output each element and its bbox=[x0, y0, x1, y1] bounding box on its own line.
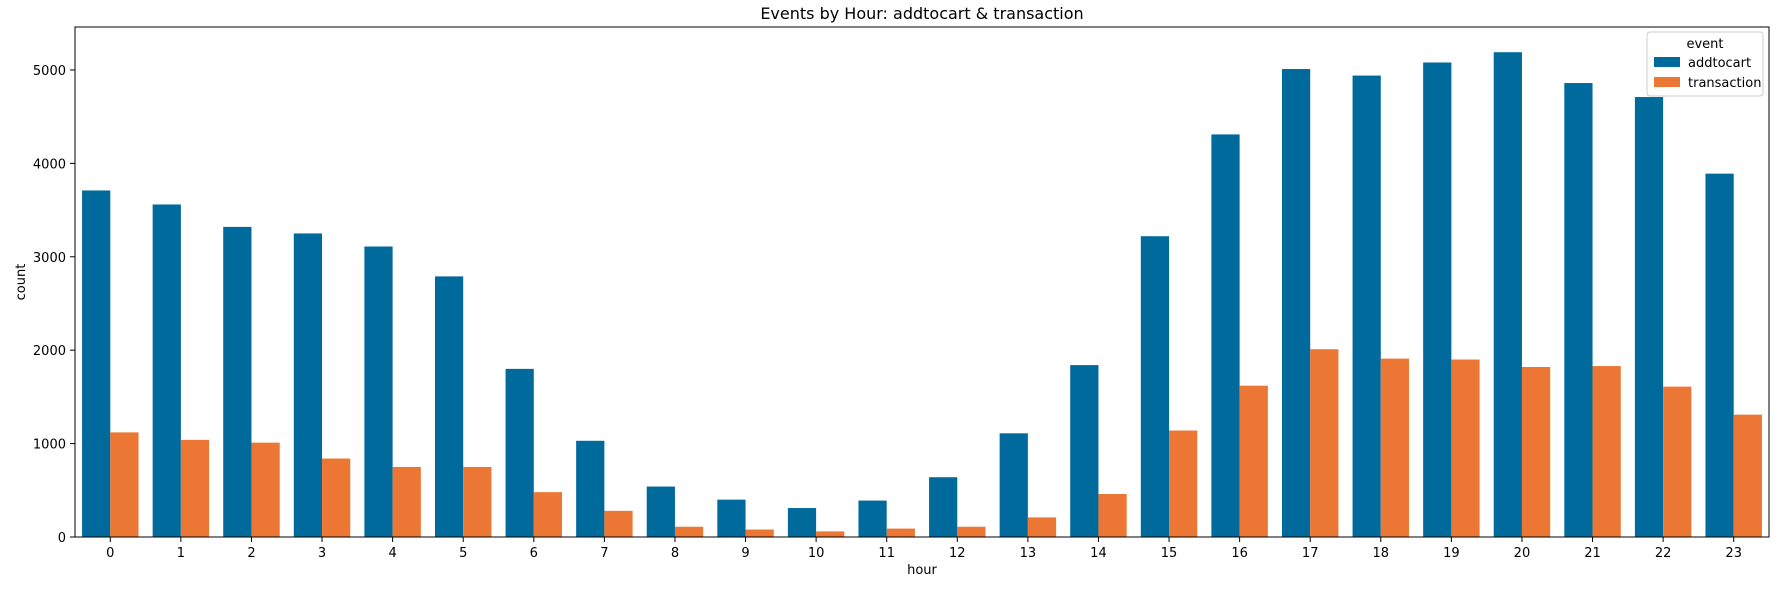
bar-transaction-hour-13 bbox=[1027, 517, 1057, 537]
x-tick-label: 22 bbox=[1655, 546, 1672, 561]
x-tick-label: 15 bbox=[1161, 546, 1178, 561]
x-axis: 0 1 2 3 4 5 6 7 8 9 10 11 12 13 14 15 16 17 18 19 20 21 22 23 bbox=[106, 537, 1742, 561]
x-tick-label: 2 bbox=[247, 546, 255, 561]
bar-transaction-hour-2 bbox=[251, 442, 280, 537]
bar-addtocart-hour-13 bbox=[999, 433, 1028, 537]
x-tick-label: 19 bbox=[1443, 546, 1460, 561]
bar-addtocart-hour-4 bbox=[364, 246, 393, 537]
bar-addtocart-hour-7 bbox=[576, 440, 605, 537]
bar-addtocart-hour-16 bbox=[1211, 134, 1240, 538]
bar-transaction-hour-18 bbox=[1380, 358, 1410, 537]
bar-addtocart-hour-17 bbox=[1281, 69, 1311, 537]
bar-addtocart-hour-5 bbox=[434, 276, 464, 537]
bar-addtocart-hour-20 bbox=[1493, 52, 1522, 537]
x-tick-label: 12 bbox=[949, 546, 966, 561]
x-tick-label: 6 bbox=[530, 546, 538, 561]
bar-addtocart-hour-1 bbox=[152, 204, 181, 537]
x-tick-label: 14 bbox=[1090, 546, 1107, 561]
bar-transaction-hour-7 bbox=[604, 510, 633, 537]
x-tick-label: 23 bbox=[1725, 546, 1742, 561]
bar-transaction-hour-5 bbox=[463, 466, 492, 537]
bar-addtocart-hour-23 bbox=[1705, 173, 1734, 537]
x-tick-label: 5 bbox=[459, 546, 467, 561]
bar-addtocart-hour-3 bbox=[293, 233, 323, 537]
bar-transaction-hour-12 bbox=[957, 526, 986, 537]
bar-transaction-hour-19 bbox=[1451, 359, 1480, 537]
bar-transaction-hour-21 bbox=[1592, 366, 1621, 537]
bar-addtocart-hour-21 bbox=[1564, 83, 1593, 537]
legend-label-addtocart: addtocart bbox=[1688, 56, 1751, 71]
y-tick-label: 5000 bbox=[33, 64, 66, 79]
legend-label-transaction: transaction bbox=[1688, 76, 1761, 91]
y-tick-label: 1000 bbox=[33, 438, 66, 453]
bar-transaction-hour-20 bbox=[1521, 367, 1551, 537]
x-axis-label: hour bbox=[907, 563, 937, 578]
y-tick-label: 2000 bbox=[33, 344, 66, 359]
x-tick-label: 1 bbox=[177, 546, 185, 561]
x-tick-label: 20 bbox=[1514, 546, 1531, 561]
bar-addtocart-hour-15 bbox=[1140, 236, 1170, 538]
x-tick-label: 13 bbox=[1020, 546, 1037, 561]
legend-swatch-addtocart bbox=[1654, 57, 1680, 67]
y-tick-label: 0 bbox=[58, 531, 66, 546]
x-tick-label: 10 bbox=[808, 546, 825, 561]
y-axis-label: count bbox=[14, 264, 29, 301]
bar-transaction-hour-17 bbox=[1310, 349, 1339, 537]
bar-addtocart-hour-2 bbox=[223, 226, 252, 537]
x-tick-label: 21 bbox=[1584, 546, 1601, 561]
bar-transaction-hour-16 bbox=[1239, 385, 1268, 537]
bar-addtocart-hour-14 bbox=[1070, 365, 1099, 537]
bar-addtocart-hour-10 bbox=[787, 508, 817, 537]
bar-transaction-hour-6 bbox=[533, 492, 563, 537]
bar-addtocart-hour-18 bbox=[1352, 75, 1381, 537]
bar-transaction-hour-15 bbox=[1169, 430, 1198, 537]
bar-addtocart-hour-8 bbox=[646, 486, 675, 537]
bar-transaction-hour-0 bbox=[110, 432, 139, 537]
bar-addtocart-hour-6 bbox=[505, 368, 534, 537]
y-tick-label: 4000 bbox=[33, 157, 66, 172]
x-tick-label: 9 bbox=[741, 546, 749, 561]
chart-title: Events by Hour: addtocart & transaction bbox=[760, 4, 1083, 23]
bars-layer bbox=[82, 52, 1762, 538]
x-tick-label: 3 bbox=[318, 546, 326, 561]
bar-addtocart-hour-19 bbox=[1423, 62, 1452, 538]
bar-transaction-hour-8 bbox=[674, 526, 704, 537]
x-tick-label: 8 bbox=[671, 546, 679, 561]
bar-transaction-hour-14 bbox=[1098, 494, 1127, 537]
bar-transaction-hour-23 bbox=[1733, 414, 1762, 537]
legend-title: event bbox=[1686, 37, 1723, 52]
legend-swatch-transaction bbox=[1654, 77, 1680, 87]
x-tick-label: 4 bbox=[388, 546, 396, 561]
bar-transaction-hour-10 bbox=[816, 531, 845, 537]
bar-transaction-hour-3 bbox=[322, 458, 351, 537]
bar-addtocart-hour-12 bbox=[929, 477, 958, 537]
bar-addtocart-hour-9 bbox=[717, 499, 746, 537]
bar-transaction-hour-9 bbox=[745, 529, 774, 537]
x-tick-label: 16 bbox=[1231, 546, 1248, 561]
bar-addtocart-hour-11 bbox=[858, 500, 887, 537]
x-tick-label: 0 bbox=[106, 546, 114, 561]
legend: event addtocart transaction bbox=[1646, 31, 1764, 97]
bar-transaction-hour-11 bbox=[886, 528, 915, 537]
x-tick-label: 18 bbox=[1373, 546, 1390, 561]
x-tick-label: 11 bbox=[878, 546, 895, 561]
bar-transaction-hour-4 bbox=[392, 466, 421, 537]
bar-addtocart-hour-0 bbox=[82, 190, 111, 537]
plot-frame bbox=[74, 26, 1770, 538]
y-axis: 0 1000 2000 3000 4000 5000 bbox=[33, 64, 75, 546]
bar-transaction-hour-1 bbox=[180, 439, 210, 537]
x-tick-label: 7 bbox=[600, 546, 608, 561]
bar-addtocart-hour-22 bbox=[1634, 97, 1664, 538]
bar-transaction-hour-22 bbox=[1663, 386, 1692, 537]
y-tick-label: 3000 bbox=[33, 251, 66, 266]
x-tick-label: 17 bbox=[1302, 546, 1319, 561]
